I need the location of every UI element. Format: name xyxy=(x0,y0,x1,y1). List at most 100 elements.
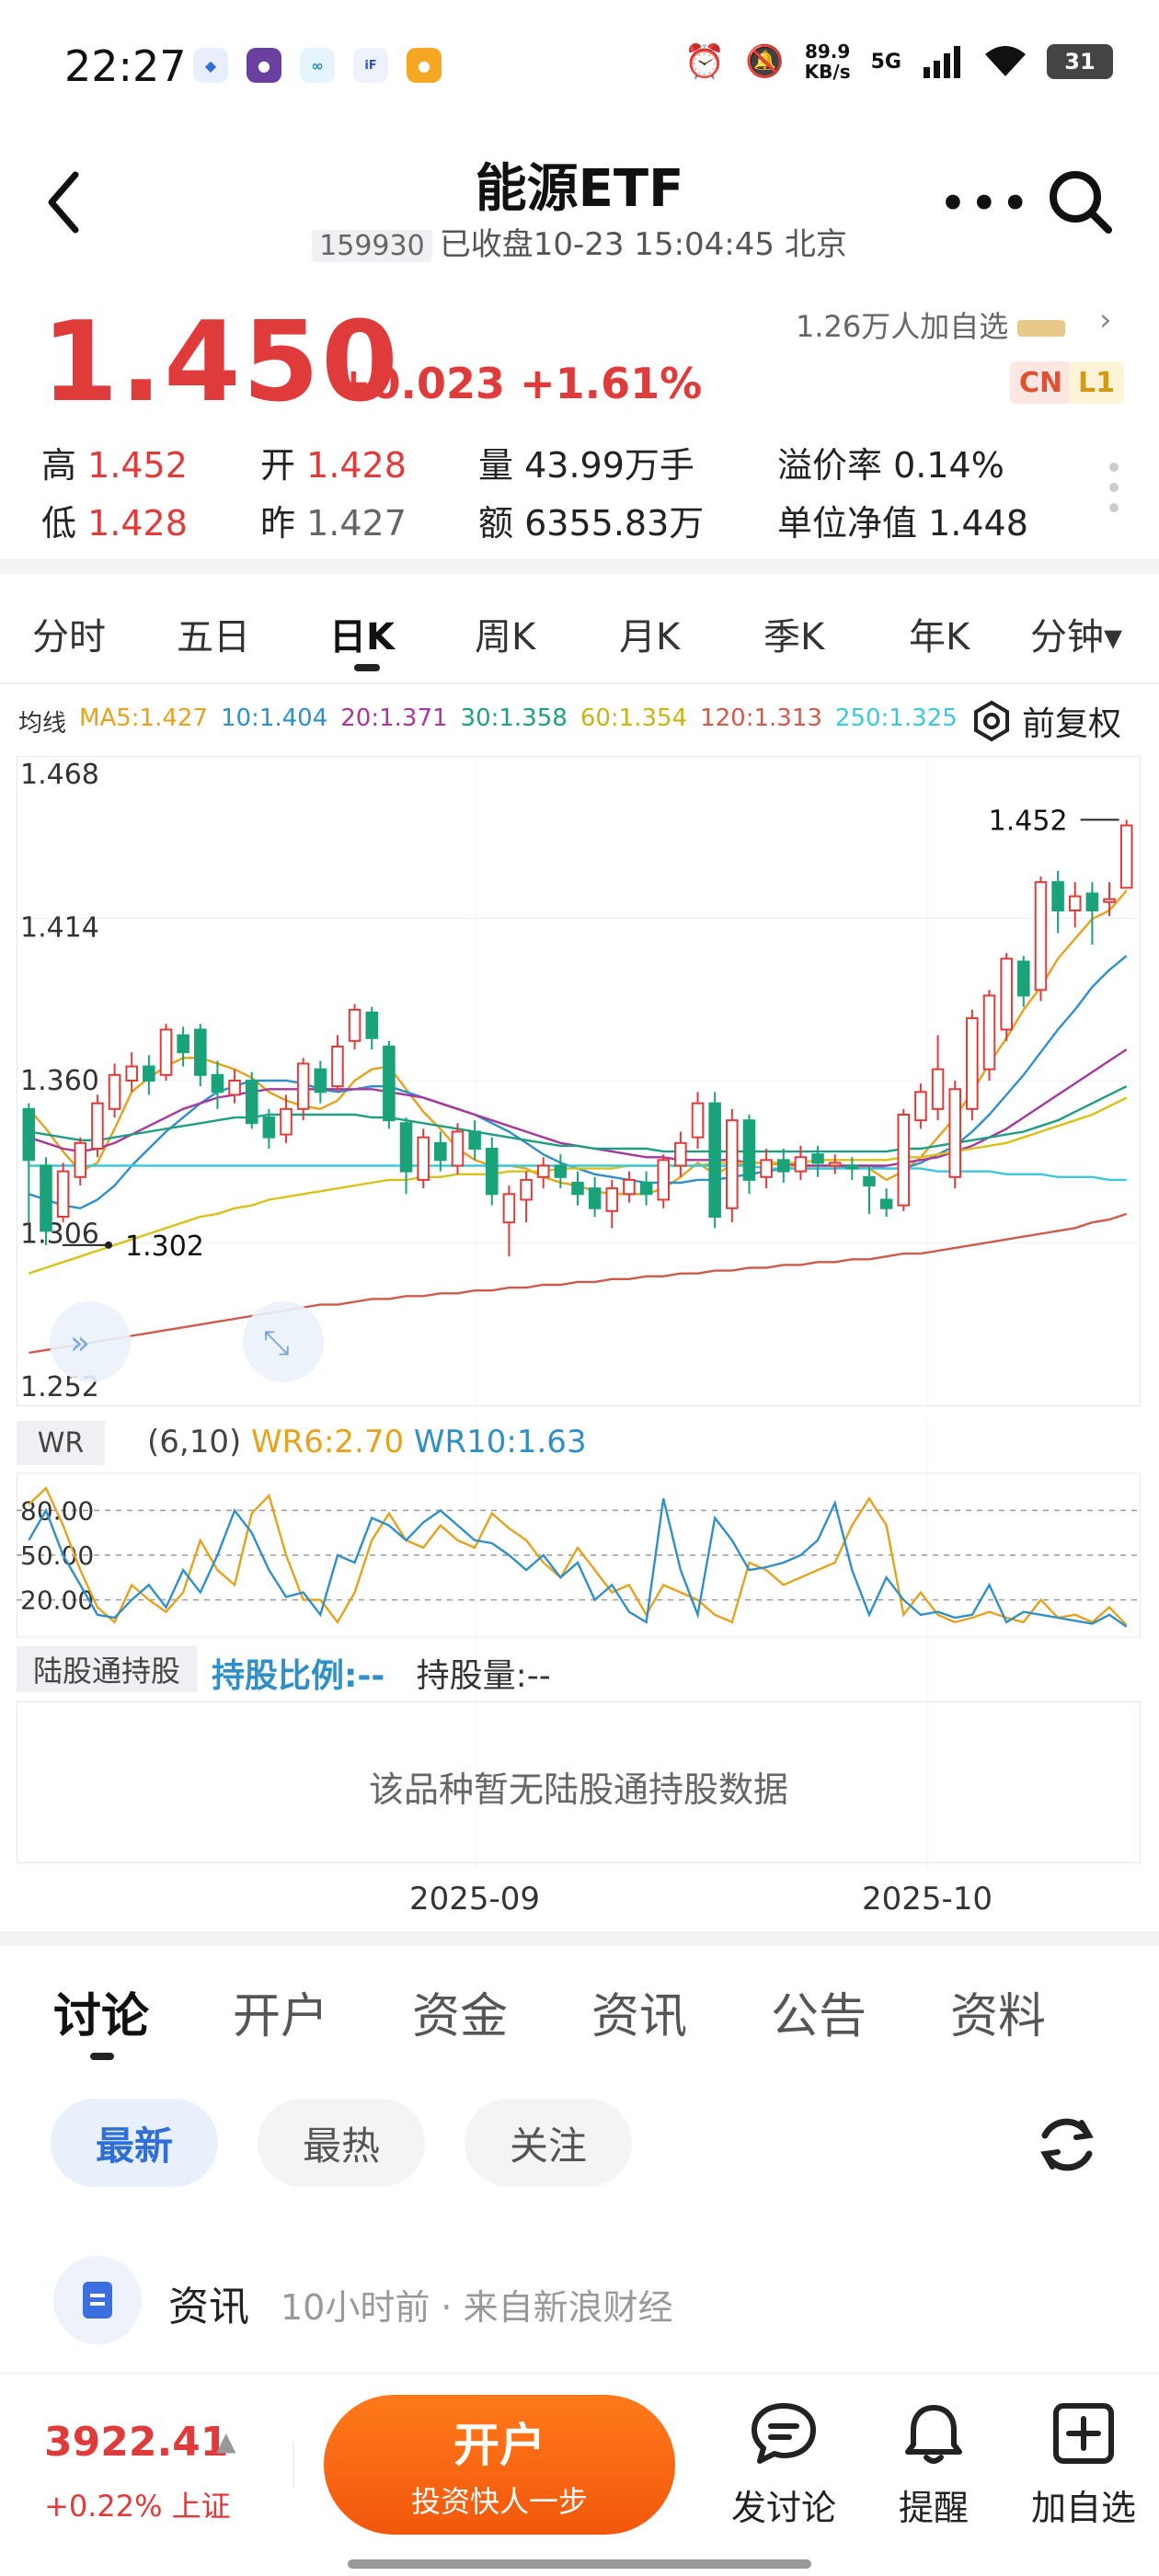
app-notification-icon: ● xyxy=(407,48,442,83)
ma60-value: 60:1.354 xyxy=(580,704,688,732)
candle-body xyxy=(1085,892,1099,911)
candle-body xyxy=(159,1028,173,1076)
tab-news[interactable]: 资讯 xyxy=(591,1989,688,2044)
candle-body xyxy=(674,1141,687,1167)
stat-volume: 量 43.99万手 xyxy=(478,445,694,486)
plus-square-icon xyxy=(1053,2403,1114,2464)
bell-icon xyxy=(905,2405,962,2464)
tab-discussion[interactable]: 讨论 xyxy=(53,1989,150,2044)
index-change[interactable]: +0.22% 上证 xyxy=(44,2489,231,2524)
tab-profile[interactable]: 资料 xyxy=(950,1989,1047,2044)
indicator-wr-label[interactable]: WR xyxy=(17,1421,105,1465)
candle-body xyxy=(760,1159,773,1178)
expand-arrows-icon: ⤡ xyxy=(263,1324,290,1362)
candle-body xyxy=(931,1068,945,1110)
tab-yearly-k[interactable]: 年K xyxy=(909,616,970,658)
alert-button[interactable]: 提醒 xyxy=(869,2400,998,2530)
candle-body xyxy=(897,1114,911,1207)
candle-body xyxy=(40,1164,52,1232)
y-tick-label: 1.468 xyxy=(20,759,99,791)
tab-weekly-k[interactable]: 周K xyxy=(475,616,536,658)
ma250-value: 250:1.325 xyxy=(834,704,958,732)
kline-tabs: 分时 五日 日K 周K 月K 季K 年K 分钟▾ xyxy=(0,579,1159,681)
stat-nav: 单位净值 1.448 xyxy=(777,503,1028,544)
candle-body xyxy=(348,1008,361,1042)
stat-amount: 额 6355.83万 xyxy=(478,503,705,544)
ma5-value: MA5:1.427 xyxy=(79,704,208,732)
watchlist-count[interactable]: 1.26万人加自选 xyxy=(796,303,1066,346)
tab-monthly-k[interactable]: 月K xyxy=(619,616,681,658)
filter-latest[interactable]: 最新 xyxy=(51,2099,218,2187)
hk-holding-values: 持股比例:-- 持股量:-- xyxy=(212,1657,551,1695)
ma-legend-label: 均线 xyxy=(18,710,67,738)
tab-quarterly-k[interactable]: 季K xyxy=(763,616,825,658)
hk-empty-text: 该品种暂无陆股通持股数据 xyxy=(368,1769,788,1810)
tab-intraday[interactable]: 分时 xyxy=(32,616,106,658)
post-discussion-button[interactable]: 发讨论 xyxy=(719,2400,848,2530)
candle-body xyxy=(1119,824,1133,889)
candle-body xyxy=(125,1065,138,1082)
candle-body xyxy=(708,1102,721,1218)
tab-announcements[interactable]: 公告 xyxy=(771,1989,867,2044)
candle-body xyxy=(1000,957,1013,1031)
candle-body xyxy=(1034,881,1048,991)
alarm-icon: ⏰ xyxy=(683,43,726,81)
ma-line-120 xyxy=(29,1212,1128,1355)
add-watchlist-button[interactable]: 加自选 xyxy=(1019,2400,1148,2530)
tab-funds[interactable]: 资金 xyxy=(412,1989,509,2044)
bottom-divider xyxy=(293,2442,294,2488)
price-change: +0.023 +1.61% xyxy=(336,359,703,408)
index-value[interactable]: 3922.41 xyxy=(44,2419,229,2466)
more-icon[interactable]: ••• xyxy=(938,175,1032,233)
badge-l1[interactable]: L1 xyxy=(1069,361,1124,404)
candle-body xyxy=(623,1178,636,1196)
chevron-right-icon[interactable]: › xyxy=(1099,302,1112,338)
candle-body xyxy=(657,1159,671,1201)
section-divider xyxy=(0,559,1159,574)
badge-cn[interactable]: CN xyxy=(1010,361,1073,404)
tab-minute[interactable]: 分钟▾ xyxy=(1030,616,1123,658)
candle-body xyxy=(1051,881,1064,912)
wr6-line xyxy=(28,1486,1128,1626)
candle-body xyxy=(383,1046,396,1122)
low-marker-dot xyxy=(105,1241,112,1249)
tab-daily-k[interactable]: 日K xyxy=(329,616,395,658)
candle-body xyxy=(605,1187,619,1212)
app-notification-icon: ∞ xyxy=(300,48,335,83)
market-status-text: 已收盘10-23 15:04:45 北京 xyxy=(439,226,847,263)
candle-body xyxy=(211,1073,224,1093)
back-arrow-icon[interactable] xyxy=(37,166,92,239)
chat-icon xyxy=(752,2403,816,2464)
news-title[interactable]: 资讯 xyxy=(168,2284,249,2330)
refresh-icon[interactable] xyxy=(1030,2108,1104,2181)
search-icon[interactable] xyxy=(1044,166,1118,239)
stat-open: 开 1.428 xyxy=(260,445,407,486)
wifi-icon xyxy=(985,46,1026,76)
candle-body xyxy=(194,1028,207,1076)
adjust-toggle[interactable]: 前复权 xyxy=(970,697,1121,745)
stat-high: 高 1.452 xyxy=(41,445,188,486)
candle-body xyxy=(296,1062,310,1110)
settings-hex-icon xyxy=(974,700,1009,742)
open-account-button[interactable]: 开户 投资快人一步 xyxy=(324,2395,675,2535)
notification-icons: ◆ ● ∞ iF ● xyxy=(193,48,442,83)
x-tick-label: 2025-09 xyxy=(409,1881,541,1918)
news-document-icon xyxy=(53,2256,142,2344)
tab-five-day[interactable]: 五日 xyxy=(177,616,250,658)
ma-line-60 xyxy=(28,1096,1128,1275)
filter-hot[interactable]: 最热 xyxy=(258,2099,425,2187)
candle-body xyxy=(1068,895,1082,911)
hk-holding-label[interactable]: 陆股通持股 xyxy=(17,1646,197,1692)
x-tick-label: 2025-10 xyxy=(862,1881,993,1918)
stat-low: 低 1.428 xyxy=(41,503,188,544)
tab-open-account[interactable]: 开户 xyxy=(233,1989,329,2044)
app-notification-icon: ● xyxy=(247,48,281,83)
ma120-value: 120:1.313 xyxy=(700,704,822,732)
filter-following[interactable]: 关注 xyxy=(465,2099,632,2187)
expand-more-icon[interactable] xyxy=(1108,460,1119,515)
candle-body xyxy=(742,1119,756,1181)
app-notification-icon: iF xyxy=(353,48,388,83)
wr-tick-label: 20.00 xyxy=(20,1586,94,1616)
content-tabs: 讨论 开户 资金 资讯 公告 资料 xyxy=(0,1977,1159,2088)
